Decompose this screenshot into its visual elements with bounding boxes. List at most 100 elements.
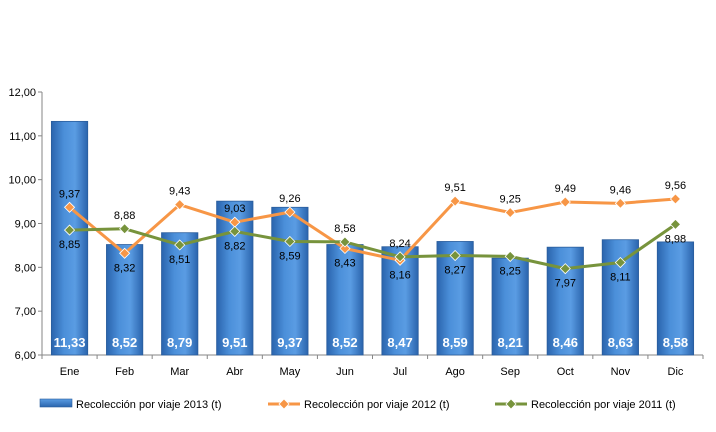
point-marker [63, 201, 76, 213]
point-marker [504, 250, 516, 262]
line-value-label: 9,43 [169, 186, 190, 198]
line-value-label: 8,24 [389, 238, 410, 250]
labels-layer: 11,33 8,52 8,79 9,51 9,37 8,52 8,47 8,59 8,21 8,4… [54, 180, 688, 350]
line-value-label: 9,03 [224, 203, 245, 215]
y-tick-label: 10,00 [8, 175, 36, 187]
point-marker [669, 193, 682, 205]
legend-entry: Recolección por viaje 2012 (t) [268, 398, 450, 411]
point-marker [284, 235, 296, 248]
line-value-label: 8,11 [610, 272, 631, 284]
bar-value-label: 8,63 [608, 335, 633, 350]
series-line [69, 223, 677, 271]
x-tick-label: Ago [445, 366, 465, 378]
x-tick-label: Ene [60, 366, 80, 378]
point-marker [614, 197, 626, 209]
legend-swatch [39, 398, 73, 408]
bar [656, 241, 695, 356]
bar [161, 232, 199, 356]
y-tick-label: 7,00 [15, 306, 36, 318]
x-tick-label: Abr [226, 366, 243, 378]
point-marker [559, 196, 571, 208]
legend-marker [505, 398, 517, 410]
point-marker [119, 223, 131, 235]
line-value-label: 8,58 [334, 223, 355, 235]
x-tick-label: Jul [393, 366, 407, 378]
line-value-label: 8,27 [444, 264, 465, 276]
point-marker [339, 236, 351, 248]
y-tick-label: 12,00 [8, 87, 36, 99]
x-tick-label: Jun [336, 366, 354, 378]
line-value-label: 9,51 [444, 182, 465, 194]
point-marker [63, 224, 76, 236]
bar [106, 244, 144, 356]
line-value-label: 8,43 [334, 257, 355, 269]
line-value-label: 8,16 [389, 269, 410, 281]
point-marker [119, 247, 131, 259]
point-marker [449, 249, 461, 262]
bar [50, 120, 89, 356]
bars-layer [50, 120, 695, 356]
point-marker [284, 206, 296, 218]
point-marker [504, 206, 516, 219]
bar-value-label: 11,33 [54, 335, 86, 350]
bar-value-label: 8,58 [663, 335, 688, 350]
y-tick-label: 6,00 [15, 350, 36, 362]
line-value-label: 8,82 [224, 240, 245, 252]
lines-layer [63, 193, 682, 275]
x-tick-label: Oct [557, 366, 574, 378]
legend-label: Recolección por viaje 2011 (t) [531, 399, 676, 411]
point-marker [614, 256, 626, 269]
point-marker [449, 195, 461, 207]
line-value-label: 8,88 [114, 210, 135, 222]
line-value-label: 8,51 [169, 254, 190, 266]
y-tick-label: 11,00 [9, 131, 36, 143]
bar-value-label: 8,59 [442, 335, 467, 350]
point-marker [229, 225, 241, 237]
x-tick-label: Dic [668, 366, 684, 378]
y-tick-label: 9,00 [15, 219, 36, 231]
bar-value-label: 8,21 [498, 335, 523, 350]
line-value-label: 7,97 [555, 278, 576, 290]
point-marker [174, 199, 186, 211]
bar [491, 257, 529, 356]
legend: Recolección por viaje 2013 (t) Recolecció… [39, 398, 676, 411]
bar-value-label: 9,51 [222, 335, 247, 350]
x-tick-label: Nov [611, 366, 631, 378]
line-value-label: 8,85 [59, 239, 80, 251]
axes-layer: 6,00 7,00 8,00 9,00 10,00 11,00 12,00 Ene Feb Mar… [8, 87, 704, 378]
y-tick-label: 8,00 [15, 262, 36, 274]
bar-value-label: 9,37 [277, 335, 302, 350]
line-value-label: 9,56 [665, 180, 686, 192]
line-value-label: 8,32 [114, 262, 135, 274]
line-value-label: 9,46 [610, 184, 631, 196]
line-value-label: 8,98 [665, 233, 686, 245]
line-value-label: 8,25 [499, 265, 520, 277]
x-tick-label: Mar [170, 366, 189, 378]
legend-label: Recolección por viaje 2012 (t) [304, 399, 450, 411]
line-value-label: 9,49 [555, 183, 576, 195]
bar [271, 206, 309, 356]
legend-entry: Recolección por viaje 2011 (t) [495, 398, 676, 411]
line-value-label: 9,26 [279, 193, 300, 205]
bar-value-label: 8,47 [387, 335, 412, 350]
line-value-label: 9,25 [499, 194, 520, 206]
bar-value-label: 8,52 [112, 335, 137, 350]
point-marker [394, 251, 406, 263]
legend-marker [278, 398, 290, 410]
line-value-label: 8,59 [279, 250, 300, 262]
point-marker [174, 239, 186, 251]
x-tick-label: Feb [115, 366, 134, 378]
bar-value-label: 8,79 [167, 335, 192, 350]
point-marker [339, 242, 351, 255]
point-marker [559, 263, 571, 275]
bar-value-label: 8,46 [553, 335, 578, 350]
series-line [68, 197, 676, 262]
legend-entry: Recolección por viaje 2013 (t) [39, 398, 222, 411]
legend-label: Recolección por viaje 2013 (t) [76, 399, 222, 411]
x-tick-label: Sep [500, 366, 520, 378]
x-tick-label: May [279, 366, 300, 378]
line-value-label: 9,37 [59, 188, 80, 200]
point-marker [669, 218, 682, 230]
